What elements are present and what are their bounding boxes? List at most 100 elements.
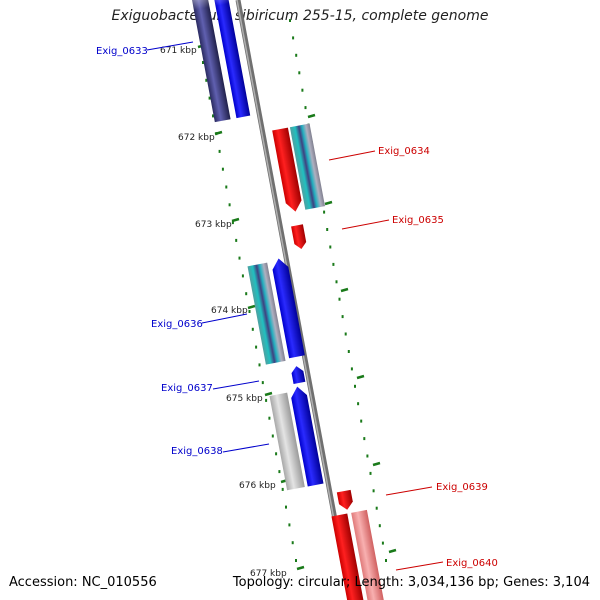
scale-dot — [208, 96, 211, 100]
scale-dot — [221, 167, 224, 171]
scale-dot — [385, 559, 387, 562]
scale-dot — [350, 367, 353, 371]
scale-dot — [255, 345, 258, 349]
scale-dot — [363, 437, 366, 441]
gene-Exig_0634[interactable] — [272, 123, 325, 214]
scale-dot — [285, 505, 287, 509]
ruler-tick-675: 675 kbp — [226, 391, 273, 404]
scale-dot — [278, 470, 281, 474]
gene-Exig_0638[interactable] — [269, 385, 324, 491]
gene-label-text: Exig_0635 — [392, 215, 444, 226]
gene-label-text: Exig_0633 — [96, 46, 148, 57]
ruler-tick-672: 672 kbp — [178, 130, 223, 143]
scale-dot — [238, 256, 241, 260]
scale-dot — [341, 315, 344, 319]
ruler: 671 kbp 672 kbp 673 kbp 674 kbp 675 kbp … — [160, 43, 305, 579]
scale-dot — [212, 114, 214, 118]
gene-label-Exig_0640[interactable]: Exig_0640 — [395, 558, 498, 571]
scale-dot — [218, 149, 221, 153]
scale-dot — [378, 524, 381, 528]
gene-label-Exig_0637[interactable]: Exig_0637 — [161, 380, 260, 394]
scale-dot — [288, 523, 291, 527]
scale-dot — [347, 350, 350, 353]
scale-dot — [235, 238, 238, 242]
ruler-label-675: 675 kbp — [226, 394, 263, 404]
ruler-label-672: 672 kbp — [178, 133, 215, 143]
ruler-label-674: 674 kbp — [211, 306, 248, 316]
accession-text: Accession: NC_010556 — [9, 575, 157, 590]
scale-dot — [323, 210, 326, 214]
forward-scale-dots — [289, 19, 387, 562]
scale-dot — [326, 228, 329, 231]
ruler-label-677: 677 kbp — [250, 569, 287, 579]
scale-dot — [344, 332, 347, 336]
scale-dot — [332, 262, 335, 266]
scale-dot — [366, 454, 369, 458]
ruler-tick-673: 673 kbp — [195, 217, 240, 230]
scale-dot — [360, 419, 363, 423]
genome-summary-text: Topology: circular; Length: 3,034,136 bp… — [232, 575, 590, 590]
gene-label-Exig_0638[interactable]: Exig_0638 — [171, 443, 270, 457]
gene-label-text: Exig_0636 — [151, 319, 203, 330]
scale-dot — [241, 274, 244, 278]
scale-dot — [338, 297, 341, 301]
scale-dot — [281, 487, 284, 491]
gene-Exig_0635[interactable] — [291, 224, 307, 250]
scale-dot — [301, 88, 304, 92]
scale-dot — [354, 384, 356, 388]
scale-dot — [329, 245, 332, 249]
gene-label-Exig_0633[interactable]: Exig_0633 — [96, 41, 194, 57]
ruler-label-676: 676 kbp — [239, 481, 276, 491]
scale-dot — [298, 71, 301, 75]
scale-dot — [271, 434, 274, 438]
gene-label-text: Exig_0639 — [436, 482, 488, 493]
scale-dot — [268, 416, 271, 420]
scale-dot — [304, 106, 307, 110]
gene-Exig_0633[interactable] — [183, 0, 257, 123]
scale-dot — [381, 541, 384, 545]
scale-dot — [202, 61, 204, 64]
gene-Exig_0637[interactable] — [290, 365, 306, 384]
gene-label-text: Exig_0638 — [171, 446, 223, 457]
gene-Exig_0636[interactable] — [247, 257, 305, 365]
gene-label-text: Exig_0634 — [378, 146, 430, 157]
scale-dot — [289, 19, 291, 22]
scale-dot — [375, 506, 378, 510]
scale-dot — [295, 53, 298, 57]
scale-dot — [231, 221, 234, 225]
gene-label-text: Exig_0640 — [446, 558, 498, 569]
scale-dot — [369, 471, 372, 475]
scale-dot — [372, 489, 375, 493]
scale-dot — [245, 292, 248, 296]
forward-scale-ticks — [307, 113, 397, 554]
scale-dot — [205, 78, 208, 82]
scale-dot — [261, 381, 264, 385]
ruler-label-673: 673 kbp — [195, 220, 232, 230]
ruler-tick-676: 676 kbp — [239, 478, 289, 491]
gene-Exig_0639[interactable] — [336, 489, 354, 511]
ruler-label-671: 671 kbp — [160, 46, 197, 56]
scale-dot — [292, 36, 295, 40]
scale-dot — [225, 185, 228, 189]
scale-dot — [228, 203, 231, 207]
scale-dot — [258, 363, 261, 367]
gene-label-Exig_0635[interactable]: Exig_0635 — [341, 215, 444, 230]
gene-Exig_0640[interactable] — [331, 509, 386, 600]
scale-dot — [291, 541, 294, 545]
gene-label-text: Exig_0637 — [161, 383, 213, 394]
scale-dot — [275, 452, 278, 456]
scale-dot — [248, 310, 251, 313]
scale-dot — [357, 402, 360, 406]
scale-dot — [265, 398, 268, 402]
scale-dot — [295, 559, 297, 562]
scale-dot — [335, 280, 338, 284]
gene-label-Exig_0639[interactable]: Exig_0639 — [385, 482, 488, 496]
gene-label-Exig_0636[interactable]: Exig_0636 — [151, 313, 248, 330]
scale-dot — [251, 327, 254, 331]
ruler-tick-677: 677 kbp — [250, 565, 305, 579]
gene-label-Exig_0634[interactable]: Exig_0634 — [328, 146, 430, 161]
ruler-tick-674: 674 kbp — [211, 304, 256, 316]
reverse-scale-dots — [202, 61, 297, 562]
